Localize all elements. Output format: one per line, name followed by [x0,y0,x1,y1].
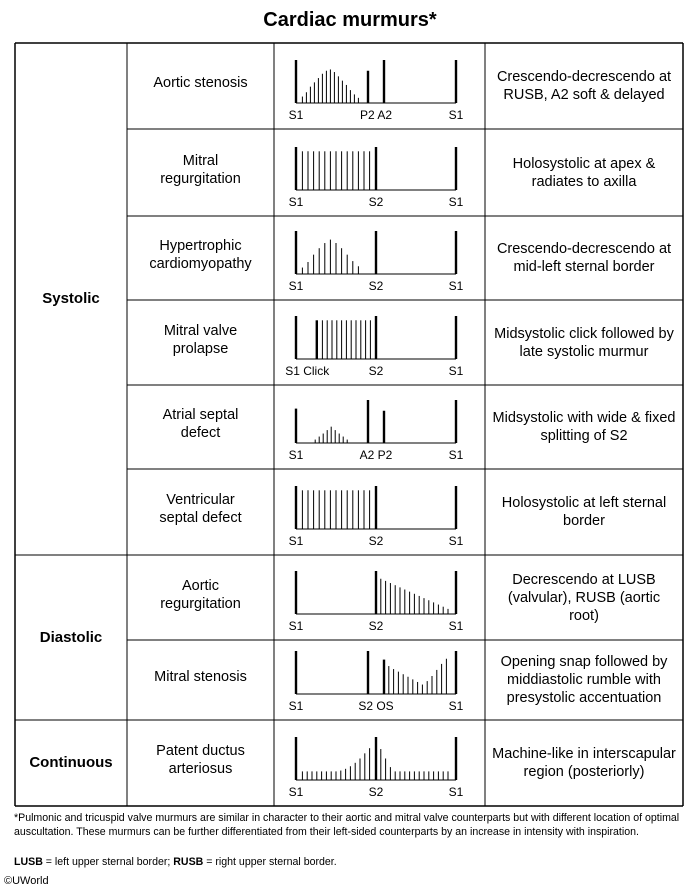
heart-sound-label: S1 [449,279,464,293]
heart-sound-label: S1 [449,364,464,378]
heart-sound-label: S1 [289,619,304,633]
murmur-name: Hypertrophic cardiomyopathy [149,238,252,272]
murmur-description: Midsystolic click followed by late systo… [494,325,674,360]
heart-sound-label: S1 [289,279,304,293]
waveform: S1 S2 S1 [289,486,464,548]
rusb-definition: = right upper sternal border. [203,856,337,868]
waveform: S1 S2 S1 [289,147,464,209]
waveform: S1 S2 S1 [289,737,464,799]
heart-sound-label: S1 [289,534,304,548]
heart-sound-label: S1 [289,785,304,799]
heart-sound-label: P2 A2 [360,108,392,122]
murmur-description: Opening snap followed by middiastolic ru… [500,654,668,706]
murmur-name: Mitral regurgitation [160,152,241,187]
heart-sound-label: S1 [289,448,304,462]
murmur-name: Mitral stenosis [154,669,247,685]
heart-sound-label: S2 OS [358,699,393,713]
heart-sound-label: S1 [449,619,464,633]
rusb-abbr: RUSB [173,856,204,868]
heart-sound-label: A2 P2 [360,448,393,462]
abbreviation-legend: LUSB = left upper sternal border; RUSB =… [14,856,337,868]
murmur-description: Holosystolic at left sternal border [501,495,667,529]
murmur-name: Mitral valve prolapse [163,322,238,357]
waveform: S1 P2 A2 S1 [289,60,464,122]
heart-sound-label: S2 [369,279,384,293]
murmur-name: Aortic stenosis [153,75,248,91]
murmur-description: Crescendo-decrescendo at mid-left sterna… [496,241,672,275]
waveform: S1 Click S2 S1 [285,316,464,378]
murmur-name: Ventricular septal defect [159,492,242,526]
footnote: *Pulmonic and tricuspid valve murmurs ar… [14,812,680,838]
murmur-name: Aortic regurgitation [160,577,241,612]
category-continuous: Continuous [29,754,113,771]
heart-sound-label: S1 [449,699,464,713]
category-diastolic: Diastolic [39,628,103,646]
murmur-name: Atrial septal defect [162,407,239,441]
murmur-description: Holosystolic at apex & radiates to axill… [512,155,656,190]
heart-sound-label: S1 [289,108,304,122]
murmur-description: Machine-like in interscapular region (po… [492,746,676,780]
lusb-abbr: LUSB [14,856,43,868]
heart-sound-label: S2 [369,619,384,633]
murmur-description: Decrescendo at LUSB (valvular), RUSB (ao… [507,571,661,624]
waveform: S1 S2 S1 [289,571,464,633]
heart-sound-label: S2 [369,364,384,378]
heart-sound-label: S2 [369,534,384,548]
page-title: Cardiac murmurs* [263,9,437,31]
murmur-description: Midsystolic with wide & fixed splitting … [492,410,676,444]
heart-sound-label: S1 [289,195,304,209]
heart-sound-label: S1 [289,699,304,713]
waveform: S1 A2 P2 S1 [289,400,464,462]
heart-sound-label: S2 [369,195,384,209]
heart-sound-label: S1 [449,785,464,799]
heart-sound-label: S1 Click [285,364,330,378]
heart-sound-label: S1 [449,448,464,462]
lusb-definition: = left upper sternal border; [42,856,174,868]
waveform: S1 S2 OS S1 [289,651,464,713]
heart-sound-label: S1 [449,108,464,122]
waveform: S1 S2 S1 [289,231,464,293]
copyright: ©UWorld [4,875,49,887]
heart-sound-label: S1 [449,534,464,548]
category-systolic: Systolic [42,290,100,307]
murmur-description: Crescendo-decrescendo at RUSB, A2 soft &… [496,69,672,103]
heart-sound-label: S1 [449,195,464,209]
murmur-name: Patent ductus arteriosus [156,743,245,777]
heart-sound-label: S2 [369,785,384,799]
